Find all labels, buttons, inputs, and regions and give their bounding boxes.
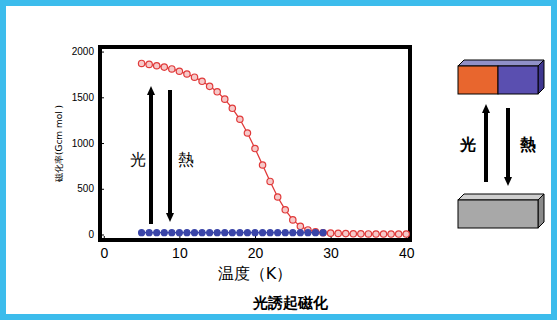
data-point xyxy=(176,230,182,236)
y-tick-label: 1500 xyxy=(72,92,95,103)
data-point xyxy=(154,63,160,69)
data-point xyxy=(229,230,235,236)
data-point xyxy=(335,230,341,236)
plot-frame xyxy=(100,47,410,240)
data-point xyxy=(161,64,167,70)
data-point xyxy=(222,230,228,236)
data-point xyxy=(214,230,220,236)
diagram-light-arrow-head xyxy=(482,104,490,113)
data-point xyxy=(244,230,250,236)
data-point xyxy=(365,231,371,237)
diagram-heat-arrow-head xyxy=(504,177,512,186)
data-point xyxy=(343,230,349,236)
data-point xyxy=(214,89,220,95)
light-arrow-shaft xyxy=(149,94,153,224)
x-tick-label: 30 xyxy=(323,245,339,261)
x-tick-label: 0 xyxy=(100,245,108,261)
data-point xyxy=(260,230,266,236)
data-point xyxy=(169,66,175,72)
heat-arrow-shaft xyxy=(168,90,172,214)
data-point xyxy=(191,74,197,80)
data-point xyxy=(161,230,167,236)
annotation: 熱 xyxy=(178,150,194,169)
data-point xyxy=(222,96,228,102)
data-point xyxy=(290,230,296,236)
data-point xyxy=(207,230,213,236)
data-point xyxy=(259,162,265,168)
data-point xyxy=(244,130,250,136)
data-point xyxy=(282,230,288,236)
data-point xyxy=(154,230,160,236)
data-point xyxy=(305,230,311,236)
diagram-label: 熱 xyxy=(519,135,536,154)
data-point xyxy=(358,231,364,237)
data-point xyxy=(312,230,318,236)
magnet-box-side xyxy=(538,60,544,94)
plot-area xyxy=(138,60,409,237)
data-point xyxy=(184,230,190,236)
data-point xyxy=(290,217,296,223)
y-tick-label: 1000 xyxy=(72,138,95,149)
data-point xyxy=(267,230,273,236)
page-border xyxy=(3,3,554,317)
series-line xyxy=(142,63,407,234)
data-point xyxy=(237,116,243,122)
x-axis-label: 温度（K） xyxy=(218,264,293,283)
chart-title: 光誘起磁化 xyxy=(252,294,329,312)
x-tick-label: 40 xyxy=(399,245,415,261)
y-tick-label: 500 xyxy=(77,183,94,194)
plain-box-front xyxy=(458,200,538,228)
magnet-box-top xyxy=(458,60,544,66)
y-tick-label: 2000 xyxy=(72,46,95,57)
data-point xyxy=(373,231,379,237)
data-point xyxy=(192,230,198,236)
light-arrow-head xyxy=(147,86,155,95)
annotation: 光 xyxy=(130,150,146,169)
plain-box-side xyxy=(538,194,544,228)
data-point xyxy=(146,61,152,67)
data-point xyxy=(139,230,145,236)
magnet-box-front xyxy=(498,66,538,94)
data-point xyxy=(297,230,303,236)
data-point xyxy=(403,231,409,237)
y-tick-label: 0 xyxy=(88,229,94,240)
x-tick-label: 10 xyxy=(172,245,188,261)
data-point xyxy=(395,231,401,237)
data-point xyxy=(184,71,190,77)
data-point xyxy=(388,231,394,237)
plain-box-top xyxy=(458,194,544,200)
data-point xyxy=(320,230,326,236)
x-tick-label: 20 xyxy=(248,245,264,261)
data-point xyxy=(206,83,212,89)
data-point xyxy=(312,229,318,235)
diagram-label: 光 xyxy=(459,135,476,154)
data-point xyxy=(275,230,281,236)
data-point xyxy=(252,145,258,151)
data-point xyxy=(138,60,144,66)
data-point xyxy=(267,178,273,184)
heat-arrow-head xyxy=(166,213,174,222)
data-point xyxy=(282,207,288,213)
data-point xyxy=(176,68,182,74)
data-point xyxy=(274,194,280,200)
data-point xyxy=(169,230,175,236)
data-point xyxy=(252,230,258,236)
data-point xyxy=(297,223,303,229)
diagram-light-arrow-shaft xyxy=(484,112,488,182)
y-axis-label: 磁化率(Gcm mol ) xyxy=(54,105,64,183)
data-point xyxy=(320,229,326,235)
data-point xyxy=(199,78,205,84)
data-point xyxy=(350,231,356,237)
data-point xyxy=(146,230,152,236)
data-point xyxy=(237,230,243,236)
data-point xyxy=(380,231,386,237)
data-point xyxy=(327,230,333,236)
data-point xyxy=(199,230,205,236)
data-point xyxy=(229,105,235,111)
magnet-box-front xyxy=(458,66,498,94)
diagram-heat-arrow-shaft xyxy=(506,108,510,178)
